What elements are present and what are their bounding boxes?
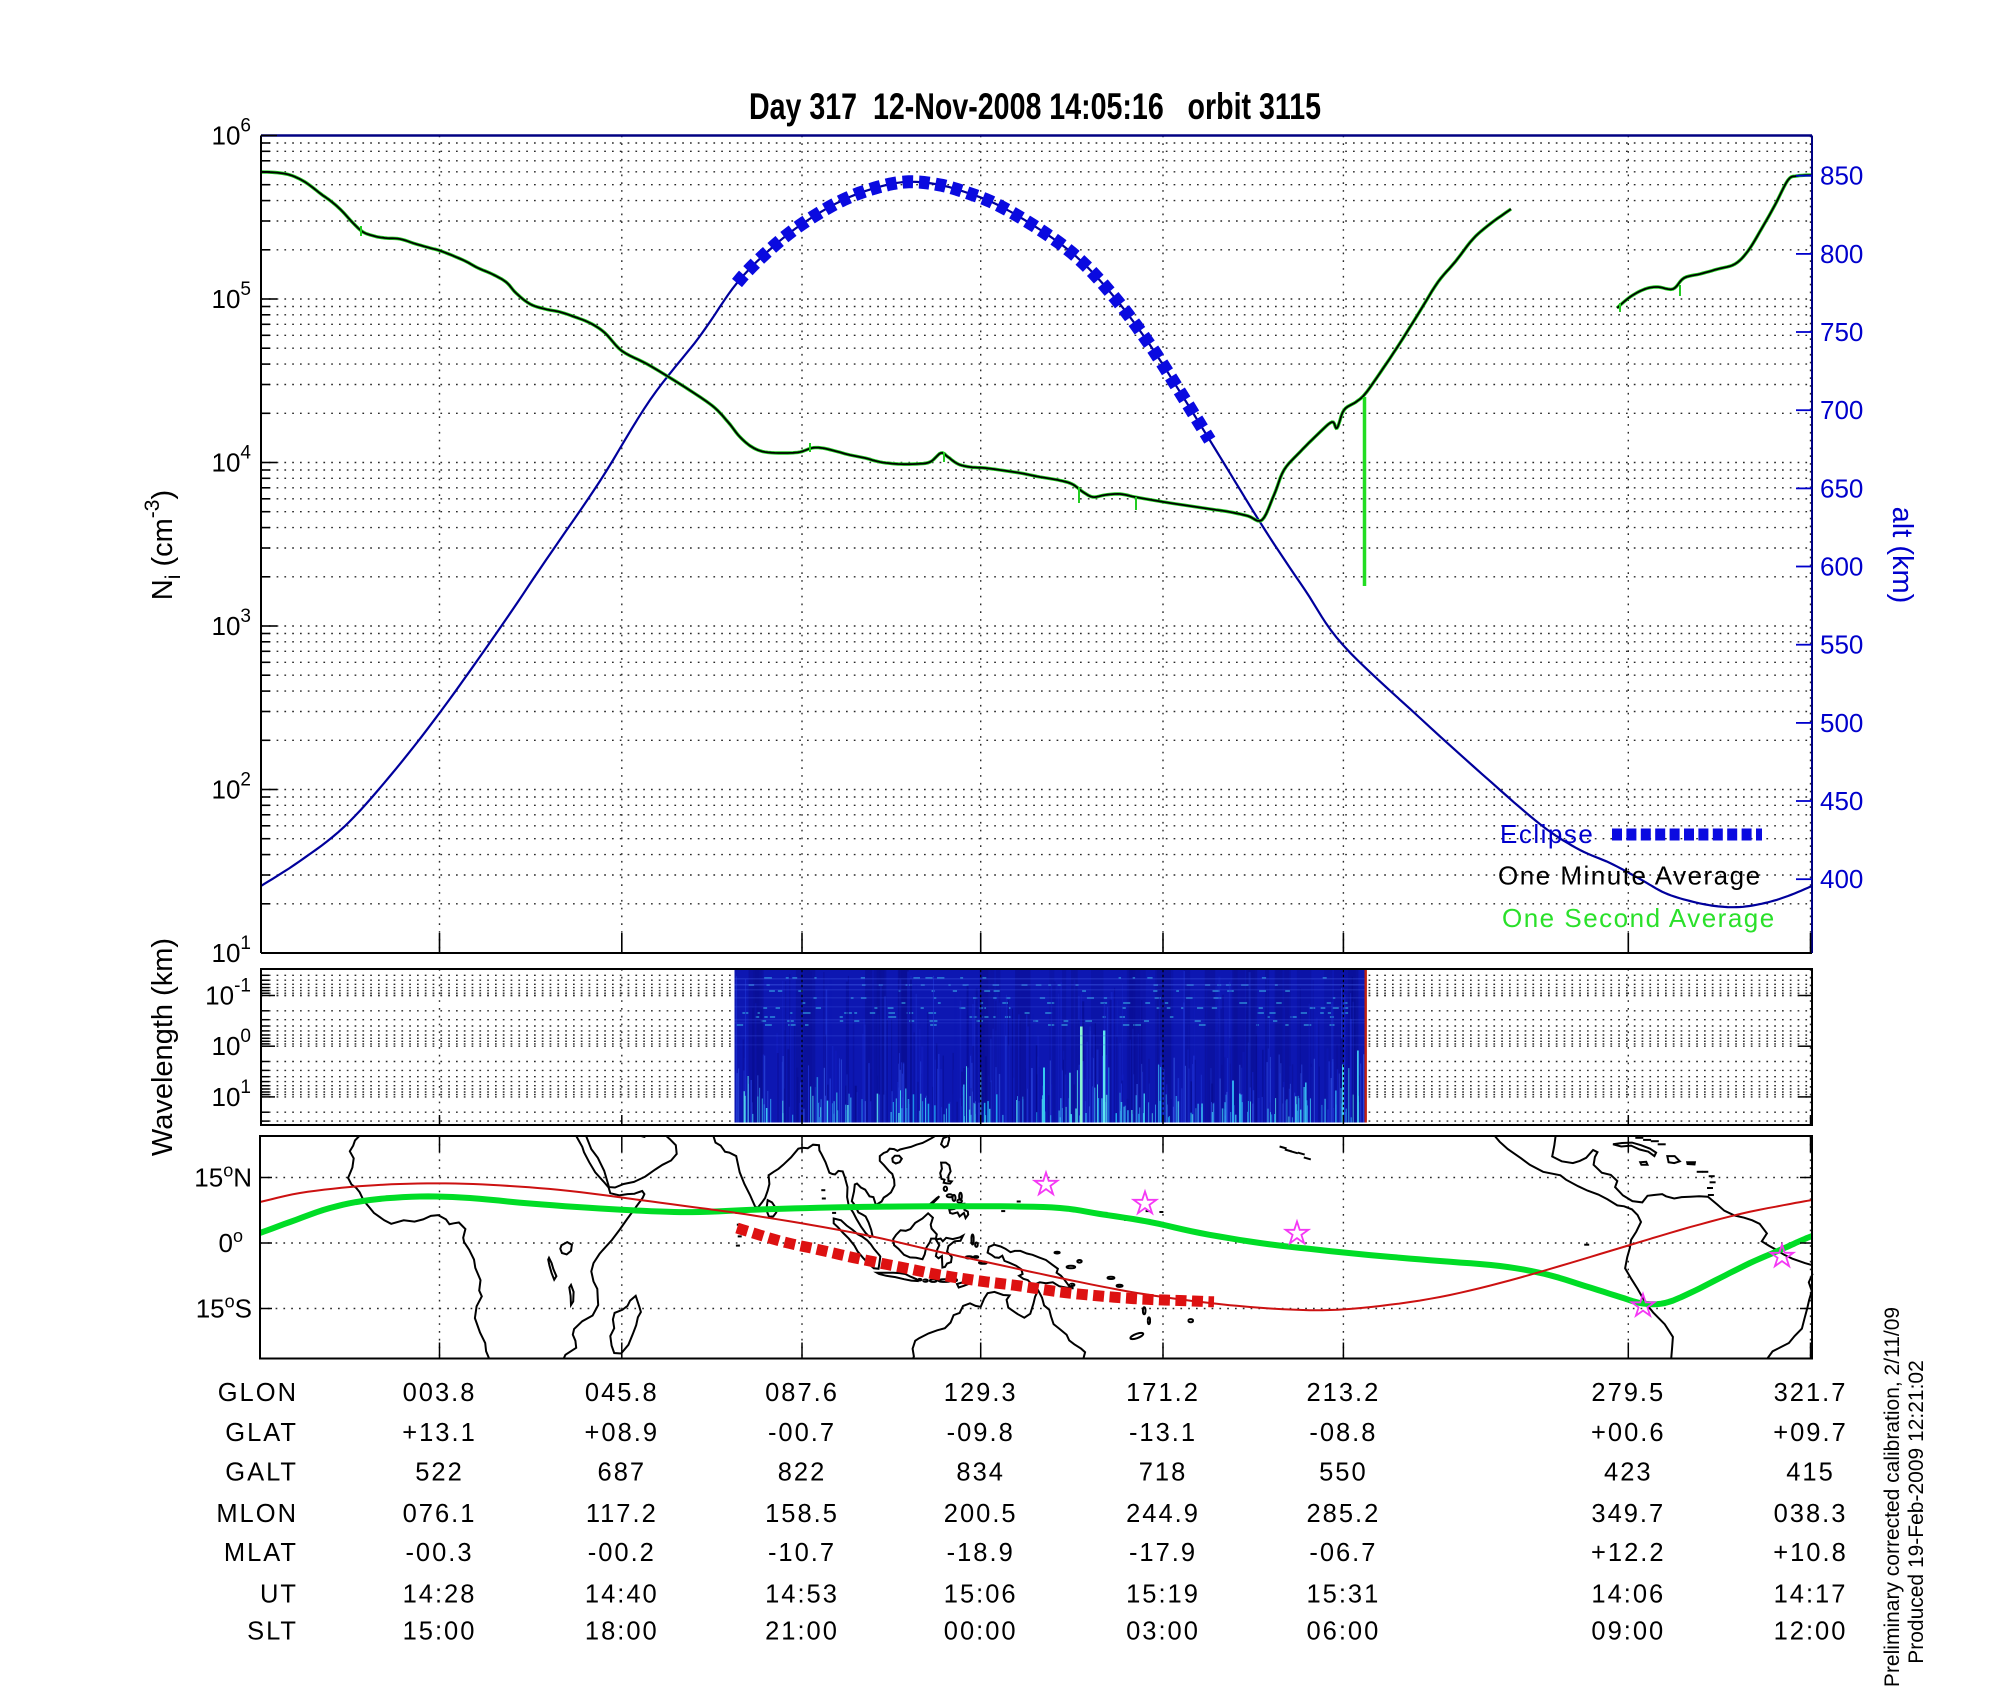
svg-text:700: 700 — [1820, 395, 1863, 425]
svg-text:550: 550 — [1319, 1459, 1368, 1487]
svg-text:+08.9: +08.9 — [585, 1419, 660, 1447]
svg-text:15:19: 15:19 — [1126, 1581, 1200, 1609]
svg-text:321.7: 321.7 — [1774, 1379, 1848, 1407]
svg-text:14:17: 14:17 — [1774, 1581, 1848, 1609]
svg-text:279.5: 279.5 — [1591, 1379, 1665, 1407]
svg-text:285.2: 285.2 — [1306, 1500, 1380, 1528]
svg-text:718: 718 — [1139, 1459, 1188, 1487]
svg-text:-09.8: -09.8 — [947, 1419, 1015, 1447]
svg-text:SLT: SLT — [247, 1618, 298, 1646]
svg-text:10-1: 10-1 — [205, 976, 251, 1011]
svg-text:15:06: 15:06 — [944, 1581, 1018, 1609]
svg-text:15oS: 15oS — [196, 1292, 252, 1324]
svg-text:087.6: 087.6 — [765, 1379, 839, 1407]
svg-text:171.2: 171.2 — [1126, 1379, 1200, 1407]
svg-text:349.7: 349.7 — [1591, 1500, 1665, 1528]
svg-text:-00.2: -00.2 — [588, 1539, 656, 1567]
svg-text:244.9: 244.9 — [1126, 1500, 1200, 1528]
svg-text:12:00: 12:00 — [1774, 1618, 1848, 1646]
svg-text:14:28: 14:28 — [403, 1581, 477, 1609]
svg-text:+10.8: +10.8 — [1773, 1539, 1848, 1567]
svg-text:MLON: MLON — [216, 1500, 298, 1528]
svg-text:-00.3: -00.3 — [405, 1539, 473, 1567]
svg-text:834: 834 — [956, 1459, 1005, 1487]
svg-text:076.1: 076.1 — [403, 1500, 477, 1528]
svg-text:+09.7: +09.7 — [1773, 1419, 1848, 1447]
svg-text:Wavelength (km): Wavelength (km) — [147, 938, 179, 1156]
svg-text:400: 400 — [1820, 864, 1863, 894]
svg-text:One Second Average: One Second Average — [1502, 903, 1776, 933]
svg-text:103: 103 — [212, 606, 252, 641]
svg-text:200.5: 200.5 — [944, 1500, 1018, 1528]
svg-text:-13.1: -13.1 — [1129, 1419, 1197, 1447]
svg-text:550: 550 — [1820, 630, 1863, 660]
svg-text:alt (km): alt (km) — [1886, 507, 1918, 604]
svg-text:09:00: 09:00 — [1591, 1618, 1665, 1646]
svg-text:-08.8: -08.8 — [1309, 1419, 1377, 1447]
svg-text:423: 423 — [1604, 1459, 1653, 1487]
svg-text:One Minute Average: One Minute Average — [1498, 861, 1762, 891]
svg-text:MLAT: MLAT — [224, 1539, 298, 1567]
svg-text:UT: UT — [260, 1581, 298, 1609]
svg-text:+00.6: +00.6 — [1591, 1419, 1666, 1447]
svg-text:850: 850 — [1820, 161, 1863, 191]
svg-text:800: 800 — [1820, 239, 1863, 269]
svg-text:750: 750 — [1820, 317, 1863, 347]
svg-text:129.3: 129.3 — [944, 1379, 1018, 1407]
svg-text:500: 500 — [1820, 708, 1863, 738]
svg-text:600: 600 — [1820, 552, 1863, 582]
svg-text:18:00: 18:00 — [585, 1618, 659, 1646]
svg-text:15:31: 15:31 — [1306, 1581, 1380, 1609]
svg-text:158.5: 158.5 — [765, 1500, 839, 1528]
svg-text:003.8: 003.8 — [403, 1379, 477, 1407]
svg-text:+12.2: +12.2 — [1591, 1539, 1666, 1567]
svg-text:213.2: 213.2 — [1306, 1379, 1380, 1407]
svg-text:-06.7: -06.7 — [1309, 1539, 1377, 1567]
svg-text:GLON: GLON — [218, 1379, 298, 1407]
svg-text:-10.7: -10.7 — [768, 1539, 836, 1567]
svg-text:-18.9: -18.9 — [947, 1539, 1015, 1567]
svg-text:117.2: 117.2 — [586, 1500, 658, 1528]
svg-text:045.8: 045.8 — [585, 1379, 659, 1407]
svg-text:-17.9: -17.9 — [1129, 1539, 1197, 1567]
svg-text:21:00: 21:00 — [765, 1618, 839, 1646]
svg-text:15:00: 15:00 — [403, 1618, 477, 1646]
svg-text:14:40: 14:40 — [585, 1581, 659, 1609]
svg-text:038.3: 038.3 — [1774, 1500, 1848, 1528]
svg-text:-00.7: -00.7 — [768, 1419, 836, 1447]
svg-text:03:00: 03:00 — [1126, 1618, 1200, 1646]
svg-text:GLAT: GLAT — [225, 1419, 298, 1447]
svg-text:650: 650 — [1820, 473, 1863, 503]
svg-text:Produced 19-Feb-2009 12:21:02: Produced 19-Feb-2009 12:21:02 — [1905, 1360, 1928, 1664]
svg-text:Day 317 12-Nov-2008 14:05:16: Day 317 12-Nov-2008 14:05:16 orbit 3115 — [749, 86, 1321, 127]
svg-text:GALT: GALT — [225, 1459, 298, 1487]
svg-text:450: 450 — [1820, 786, 1863, 816]
svg-text:14:53: 14:53 — [765, 1581, 839, 1609]
svg-text:15oN: 15oN — [194, 1161, 252, 1193]
svg-text:00:00: 00:00 — [944, 1618, 1018, 1646]
svg-text:522: 522 — [415, 1459, 464, 1487]
svg-text:Eclipse: Eclipse — [1500, 819, 1594, 849]
svg-text:822: 822 — [778, 1459, 827, 1487]
svg-text:415: 415 — [1786, 1459, 1835, 1487]
svg-text:14:06: 14:06 — [1591, 1581, 1665, 1609]
svg-text:687: 687 — [598, 1459, 647, 1487]
svg-text:Preliminary corrected calibrat: Preliminary corrected calibration, 2/11/… — [1881, 1307, 1904, 1687]
svg-text:06:00: 06:00 — [1306, 1618, 1380, 1646]
svg-text:+13.1: +13.1 — [402, 1419, 477, 1447]
svg-text:Ni (cm-3): Ni (cm-3) — [141, 490, 185, 600]
